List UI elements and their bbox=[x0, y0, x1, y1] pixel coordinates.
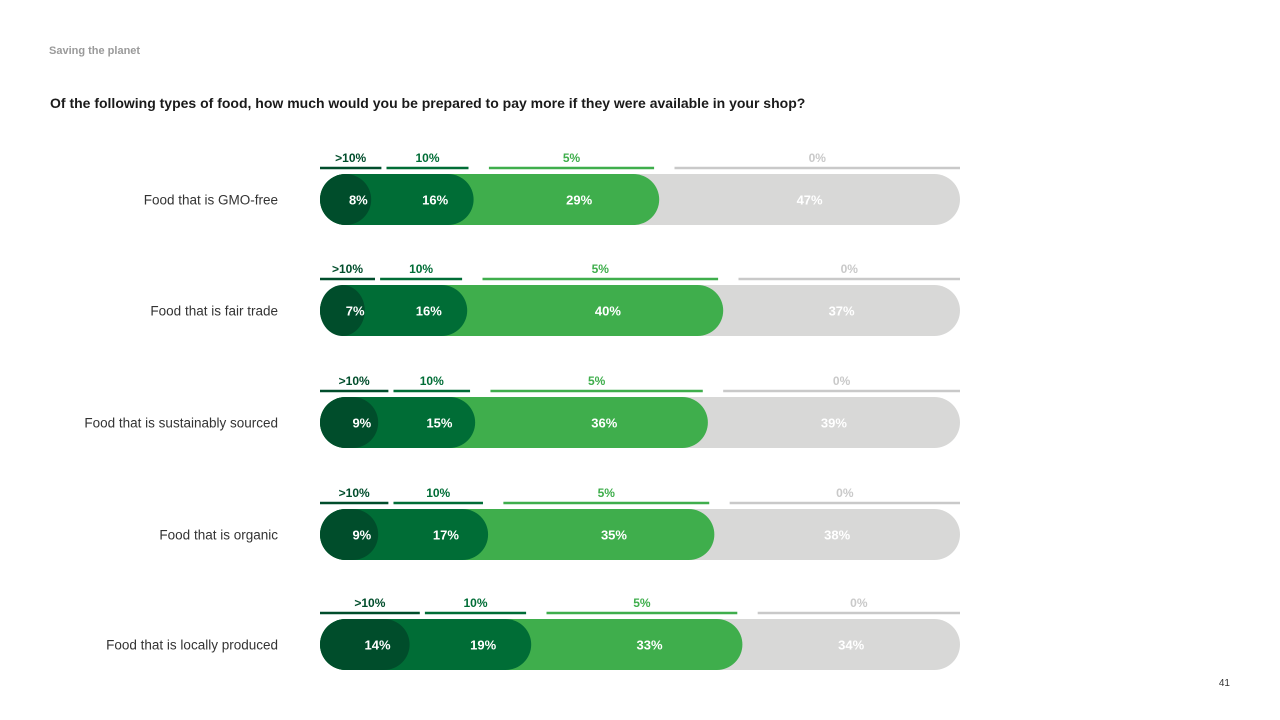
category-label: Food that is organic bbox=[159, 528, 278, 543]
category-label: Food that is locally produced bbox=[106, 638, 278, 653]
category-label: Food that is fair trade bbox=[150, 304, 278, 319]
category-label: Food that is GMO-free bbox=[144, 193, 278, 208]
category-label: Food that is sustainably sourced bbox=[84, 416, 278, 431]
data-label: 29% bbox=[566, 193, 592, 208]
page-title: Of the following types of food, how much… bbox=[50, 95, 806, 111]
bar-segment bbox=[320, 285, 365, 336]
data-label: 38% bbox=[824, 528, 850, 543]
data-label: 40% bbox=[595, 304, 621, 319]
data-label: 16% bbox=[422, 193, 448, 208]
data-label: 14% bbox=[365, 638, 391, 653]
data-label: 34% bbox=[838, 638, 864, 653]
data-label: 37% bbox=[829, 304, 855, 319]
series-header: 0% bbox=[833, 374, 851, 388]
bar-segment bbox=[320, 174, 372, 225]
series-header: 5% bbox=[588, 374, 606, 388]
data-label: 39% bbox=[821, 416, 847, 431]
data-label: 9% bbox=[352, 528, 371, 543]
series-header: 5% bbox=[563, 151, 581, 165]
series-header: 0% bbox=[841, 262, 859, 276]
data-label: 47% bbox=[797, 193, 823, 208]
data-label: 7% bbox=[346, 304, 365, 319]
bar-segment bbox=[320, 397, 379, 448]
series-header: 10% bbox=[409, 262, 433, 276]
data-label: 35% bbox=[601, 528, 627, 543]
series-header: 5% bbox=[633, 596, 651, 610]
series-header: 5% bbox=[592, 262, 610, 276]
series-header: 10% bbox=[415, 151, 439, 165]
series-header: 0% bbox=[836, 486, 854, 500]
data-label: 16% bbox=[416, 304, 442, 319]
data-label: 17% bbox=[433, 528, 459, 543]
series-header: >10% bbox=[354, 596, 385, 610]
series-header: 0% bbox=[850, 596, 868, 610]
data-label: 19% bbox=[470, 638, 496, 653]
data-label: 33% bbox=[637, 638, 663, 653]
data-label: 9% bbox=[352, 416, 371, 431]
section-title: Saving the planet bbox=[49, 45, 141, 57]
data-label: 8% bbox=[349, 193, 368, 208]
bar-segment bbox=[320, 509, 379, 560]
series-header: >10% bbox=[335, 151, 366, 165]
data-label: 36% bbox=[591, 416, 617, 431]
series-header: 0% bbox=[809, 151, 827, 165]
series-header: 10% bbox=[463, 596, 487, 610]
page-number: 41 bbox=[1218, 678, 1230, 689]
series-header: 10% bbox=[420, 374, 444, 388]
bar-segment bbox=[320, 619, 410, 670]
series-header: 10% bbox=[426, 486, 450, 500]
series-header: >10% bbox=[332, 262, 363, 276]
series-header: 5% bbox=[598, 486, 616, 500]
data-label: 15% bbox=[426, 416, 452, 431]
series-header: >10% bbox=[339, 486, 370, 500]
series-header: >10% bbox=[339, 374, 370, 388]
